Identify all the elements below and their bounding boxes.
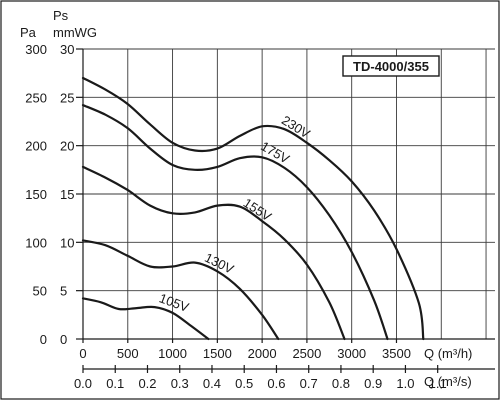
y-tick-label-pa: 50	[33, 284, 47, 299]
y-tick-label-pa: 100	[25, 235, 47, 250]
y-tick-label-mmwg: 25	[60, 90, 74, 105]
y-axis-label-mmwg: mmWG	[53, 25, 97, 40]
x-tick-label-m3s: 1.1	[429, 376, 447, 391]
curve-label-155v: 155V	[241, 195, 275, 224]
curve-230v	[81, 76, 425, 341]
curve-175v	[81, 104, 389, 341]
x-tick-label-m3h: 1000	[158, 346, 187, 361]
y-tick-label-mmwg: 0	[60, 332, 67, 347]
y-tick-label-mmwg: 20	[60, 139, 74, 154]
x-tick-label-m3s: 0.8	[332, 376, 350, 391]
x-tick-label-m3h: 3500	[382, 346, 411, 361]
y-tick-label-mmwg: 5	[60, 284, 67, 299]
x-tick-label-m3s: 0.9	[364, 376, 382, 391]
x-tick-label-m3h: 2500	[292, 346, 321, 361]
x-axis-label-m3h: Q (m³/h)	[424, 346, 472, 361]
y-tick-label-pa: 0	[40, 332, 47, 347]
x-tick-label-m3h: 2000	[248, 346, 277, 361]
model-label-box	[342, 55, 440, 77]
curve-label-105v: 105V	[157, 290, 191, 315]
y-axis-label-ps: Ps	[53, 8, 69, 23]
curve-label-230v: 230V	[279, 112, 313, 141]
x-tick-label-m3s: 0.2	[138, 376, 156, 391]
y-tick-label-mmwg: 30	[60, 42, 74, 57]
x-tick-label-m3s: 1.0	[396, 376, 414, 391]
y-tick-label-pa: 200	[25, 139, 47, 154]
x-tick-label-m3s: 0.1	[106, 376, 124, 391]
curve-130v	[81, 239, 280, 341]
x-tick-label-m3s: 0.5	[235, 376, 253, 391]
x-tick-label-m3s: 0.0	[74, 376, 92, 391]
y-axis-label-pa: Pa	[20, 25, 37, 40]
x-tick-label-m3h: 0	[79, 346, 86, 361]
x-tick-label-m3s: 0.4	[203, 376, 221, 391]
y-tick-label-pa: 150	[25, 187, 47, 202]
x-tick-label-m3s: 0.7	[300, 376, 318, 391]
x-tick-label-m3h: 500	[117, 346, 139, 361]
curve-105v	[81, 297, 210, 341]
x-tick-label-m3s: 0.3	[171, 376, 189, 391]
y-tick-label-mmwg: 10	[60, 235, 74, 250]
model-label: TD-4000/355	[353, 59, 429, 74]
x-tick-label-m3s: 0.6	[267, 376, 285, 391]
y-tick-label-pa: 300	[25, 42, 47, 57]
y-tick-label-mmwg: 15	[60, 187, 74, 202]
x-axis-label-m3s: Q (m³/s)	[424, 374, 472, 389]
chart-grid	[83, 48, 495, 339]
y-tick-label-pa: 250	[25, 90, 47, 105]
x-tick-label-m3h: 1500	[203, 346, 232, 361]
curve-155v	[81, 165, 346, 341]
x-tick-label-m3h: 3000	[337, 346, 366, 361]
